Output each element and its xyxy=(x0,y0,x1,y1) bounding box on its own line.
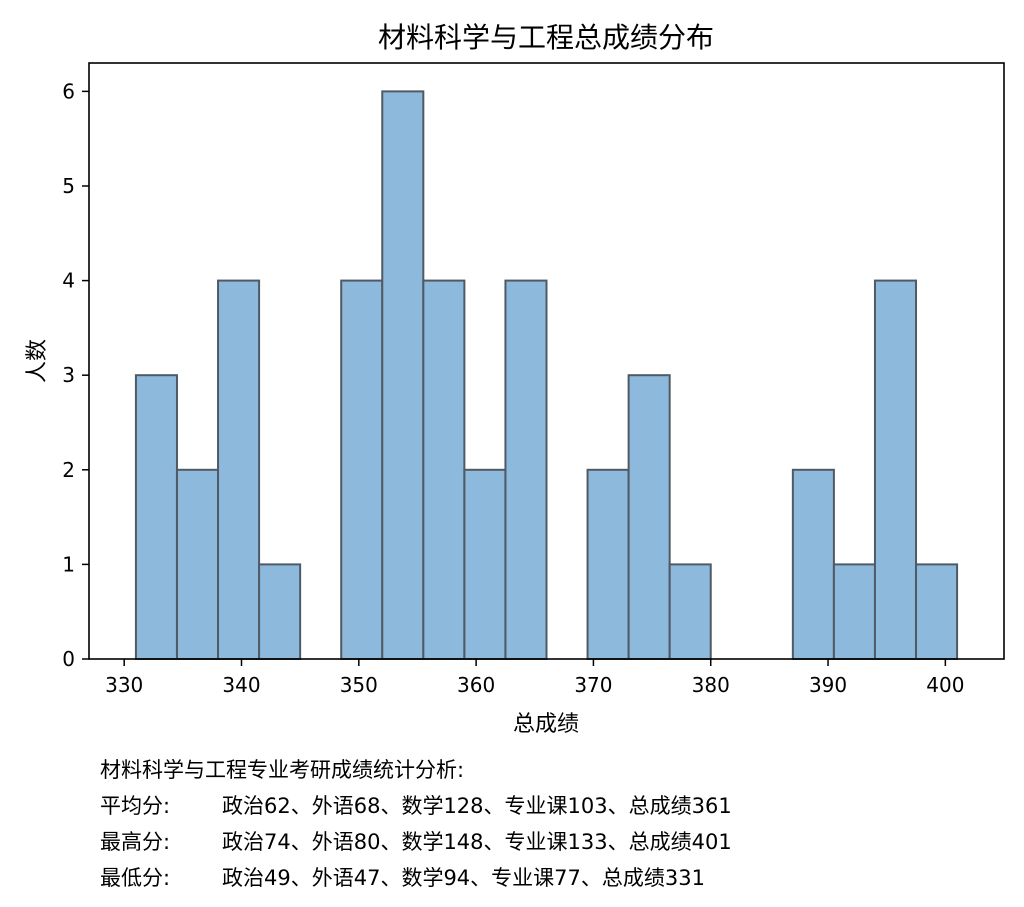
histogram-bar xyxy=(791,468,835,660)
histogram-bar xyxy=(463,468,507,660)
stats-row-text: 政治62、外语68、数学128、专业课103、总成绩361 xyxy=(222,794,732,818)
stats-heading: 材料科学与工程专业考研成绩统计分析: xyxy=(100,758,465,782)
stats-row-max: 最高分: 政治74、外语80、数学148、专业课133、总成绩401 xyxy=(100,824,732,860)
x-axis-ticks: 330 340 350 360 370 380 390 400 xyxy=(105,659,964,697)
x-tick-label: 330 xyxy=(105,673,143,697)
stats-row-text: 政治49、外语47、数学94、专业课77、总成绩331 xyxy=(222,866,705,890)
y-tick-label: 4 xyxy=(62,269,75,293)
x-tick-label: 390 xyxy=(809,673,847,697)
histogram-bar xyxy=(586,468,630,660)
y-tick-label: 5 xyxy=(62,174,75,198)
x-tick-label: 400 xyxy=(926,673,964,697)
histogram-bar xyxy=(175,468,220,660)
y-tick-label: 0 xyxy=(62,647,75,671)
x-axis-label: 总成绩 xyxy=(513,712,579,737)
y-tick-label: 3 xyxy=(62,363,75,387)
y-tick-label: 1 xyxy=(62,552,75,576)
histogram-bar xyxy=(504,279,548,660)
histogram-bar xyxy=(258,563,302,661)
chart-title: 材料科学与工程总成绩分布 xyxy=(378,21,714,54)
histogram-bar xyxy=(340,279,384,660)
x-tick-label: 370 xyxy=(574,673,612,697)
stats-row-label: 最低分: xyxy=(100,866,171,890)
y-tick-label: 2 xyxy=(62,458,75,482)
x-tick-label: 350 xyxy=(340,673,378,697)
histogram-bar xyxy=(422,279,466,660)
x-tick-label: 360 xyxy=(457,673,495,697)
y-tick-label: 6 xyxy=(62,79,75,103)
stats-row-label: 平均分: xyxy=(100,794,171,818)
histogram-bar xyxy=(217,279,261,660)
histogram-bar xyxy=(668,563,712,661)
histogram-bar xyxy=(873,279,918,660)
x-tick-label: 340 xyxy=(222,673,260,697)
stats-row-label: 最高分: xyxy=(100,830,171,854)
histogram-bar xyxy=(915,563,959,661)
stats-row-min: 最低分: 政治49、外语47、数学94、专业课77、总成绩331 xyxy=(100,860,732,896)
histogram-bar xyxy=(381,90,425,660)
histogram-chart: 材料科学与工程总成绩分布 330 340 350 360 370 380 390 400 0 1… xyxy=(25,21,1005,737)
histogram-bar xyxy=(134,374,178,660)
x-tick-label: 380 xyxy=(692,673,730,697)
y-axis-ticks: 0 1 2 3 4 5 6 xyxy=(62,79,89,671)
stats-panel: 材料科学与工程专业考研成绩统计分析: 平均分: 政治62、外语68、数学128、专… xyxy=(100,752,732,896)
histogram-bar xyxy=(627,374,671,660)
stats-row-text: 政治74、外语80、数学148、专业课133、总成绩401 xyxy=(222,830,732,854)
bars-group xyxy=(134,90,959,661)
stats-row-average: 平均分: 政治62、外语68、数学128、专业课103、总成绩361 xyxy=(100,788,732,824)
y-axis-label: 人数 xyxy=(25,339,50,383)
histogram-bar xyxy=(832,563,876,661)
plot-frame xyxy=(88,62,1005,660)
